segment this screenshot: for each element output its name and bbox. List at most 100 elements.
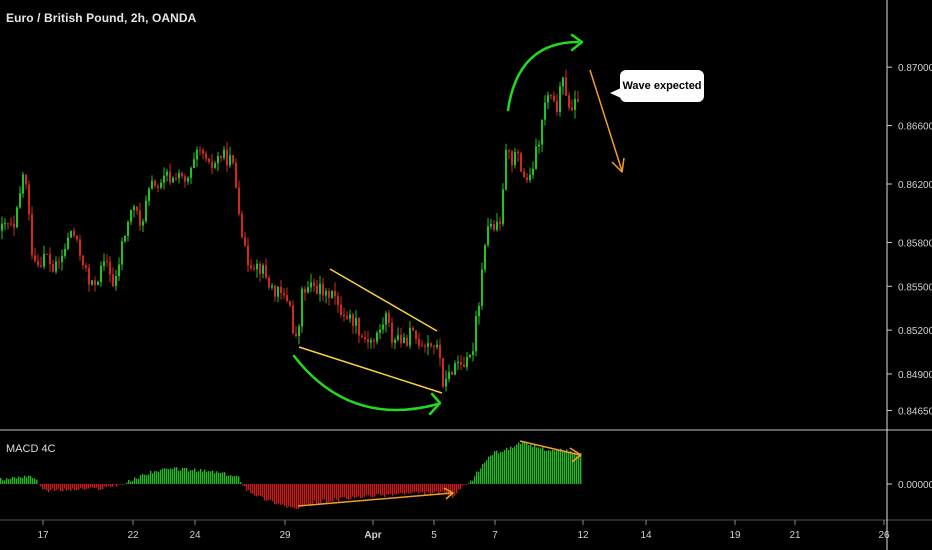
macd-axis[interactable]: 0.00000 bbox=[887, 480, 932, 491]
macd-bar bbox=[134, 477, 136, 484]
macd-bar bbox=[404, 484, 406, 495]
macd-bar bbox=[36, 479, 38, 484]
macd-bar bbox=[246, 484, 248, 491]
candle bbox=[463, 356, 465, 368]
candle bbox=[550, 93, 552, 100]
time-tick-label: Apr bbox=[364, 530, 381, 541]
macd-bar bbox=[332, 484, 334, 502]
candle bbox=[145, 195, 147, 224]
macd-bar bbox=[552, 449, 554, 484]
macd-bar bbox=[504, 449, 506, 484]
candle bbox=[10, 217, 12, 227]
candlestick-series bbox=[1, 69, 579, 392]
callout-tail bbox=[610, 88, 621, 98]
macd-bar bbox=[380, 484, 382, 496]
macd-bar bbox=[128, 479, 130, 484]
candle bbox=[547, 91, 549, 110]
macd-bar bbox=[422, 484, 424, 493]
candle bbox=[28, 180, 30, 221]
candle bbox=[190, 166, 192, 184]
macd-bar bbox=[144, 474, 146, 484]
macd-bar bbox=[194, 468, 196, 484]
macd-bar bbox=[278, 484, 280, 504]
candle bbox=[172, 176, 174, 183]
candle bbox=[292, 300, 294, 335]
candle bbox=[118, 257, 120, 281]
candle bbox=[529, 167, 531, 183]
macd-bar bbox=[198, 471, 200, 484]
candle bbox=[376, 330, 378, 345]
forecast-arrow-line bbox=[589, 69, 623, 172]
macd-bar bbox=[468, 483, 470, 484]
macd-bar bbox=[186, 468, 188, 484]
candle bbox=[286, 287, 288, 303]
time-axis[interactable]: 17 22 24 29 Apr 5 7 12 14 19 21 26 bbox=[37, 520, 890, 541]
candle bbox=[106, 254, 108, 267]
candle bbox=[433, 344, 435, 355]
candle bbox=[487, 217, 489, 248]
macd-bar bbox=[200, 469, 202, 484]
candle bbox=[358, 317, 360, 344]
macd-bar bbox=[520, 443, 522, 484]
macd-bar bbox=[502, 451, 504, 484]
macd-bar bbox=[38, 484, 40, 485]
price-tick-label: 0.85500 bbox=[898, 282, 932, 293]
candle bbox=[520, 151, 522, 173]
macd-bar bbox=[416, 484, 418, 492]
macd-bar bbox=[396, 484, 398, 495]
candle bbox=[7, 222, 9, 230]
candle bbox=[196, 146, 198, 168]
wave-expected-callout[interactable]: Wave expected bbox=[620, 70, 704, 102]
candle bbox=[322, 277, 324, 302]
candle bbox=[271, 283, 273, 290]
macd-bar bbox=[24, 475, 26, 484]
candle bbox=[559, 81, 561, 117]
candle bbox=[55, 256, 57, 275]
candle bbox=[49, 247, 51, 272]
macd-bar bbox=[276, 484, 278, 505]
macd-bar bbox=[310, 484, 312, 505]
macd-bar bbox=[508, 450, 510, 484]
macd-indicator-label[interactable]: MACD 4C bbox=[6, 443, 56, 455]
macd-bar bbox=[140, 475, 142, 484]
macd-bar bbox=[102, 484, 104, 490]
candle bbox=[391, 317, 393, 349]
macd-bar bbox=[406, 484, 408, 493]
macd-bar bbox=[232, 476, 234, 484]
macd-bar bbox=[336, 484, 338, 500]
macd-bar bbox=[56, 484, 58, 490]
macd-bar bbox=[522, 441, 524, 484]
macd-bar bbox=[120, 484, 122, 485]
macd-bar bbox=[132, 480, 134, 484]
macd-bar bbox=[334, 484, 336, 499]
macd-bar bbox=[98, 484, 100, 491]
candle bbox=[157, 183, 159, 193]
macd-bar bbox=[148, 474, 150, 484]
candle bbox=[526, 173, 528, 183]
macd-bar bbox=[470, 480, 472, 484]
macd-bar bbox=[338, 484, 340, 502]
candle bbox=[328, 288, 330, 306]
macd-bar bbox=[130, 481, 132, 484]
macd-divergence-arrowhead-lower bbox=[443, 487, 454, 500]
macd-bar bbox=[248, 484, 250, 491]
candle bbox=[490, 219, 492, 230]
candle bbox=[121, 237, 123, 271]
macd-bar bbox=[178, 470, 180, 484]
macd-bar bbox=[94, 484, 96, 489]
macd-bar bbox=[576, 455, 578, 484]
candle bbox=[412, 325, 414, 331]
macd-bar bbox=[236, 475, 238, 484]
macd-bar bbox=[432, 484, 434, 494]
macd-bar bbox=[394, 484, 396, 495]
price-axis[interactable]: 0.84650 0.84900 0.85200 0.85500 0.85800 0.862… bbox=[887, 63, 932, 417]
macd-bar bbox=[312, 484, 314, 504]
candle bbox=[58, 256, 60, 269]
candle bbox=[493, 220, 495, 232]
wedge-lower-line bbox=[298, 346, 443, 394]
macd-bar bbox=[66, 484, 68, 491]
candle bbox=[361, 333, 363, 339]
macd-bar bbox=[14, 477, 16, 484]
macd-bar bbox=[216, 471, 218, 484]
